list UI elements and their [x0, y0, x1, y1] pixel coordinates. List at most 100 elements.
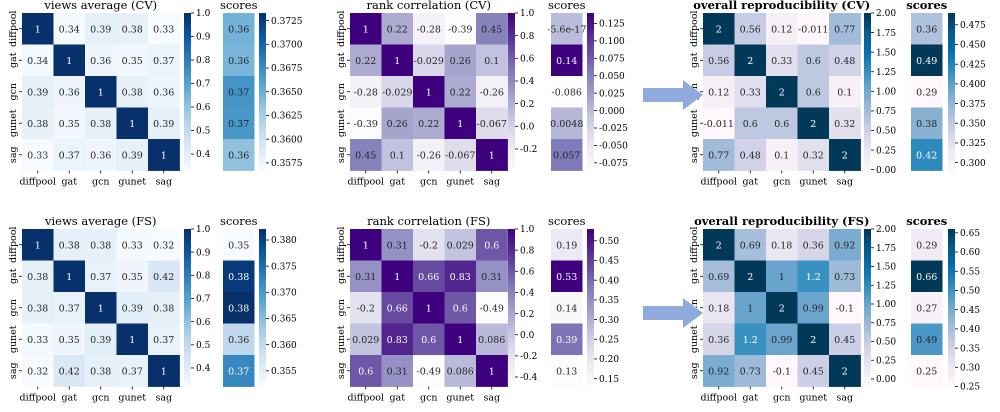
cv-overall-cell-label: 0.6 — [774, 119, 789, 130]
cv-rank-cell — [350, 13, 382, 45]
fs-rank-scores-title: scores — [548, 214, 586, 228]
cv-rank-cell — [381, 107, 414, 140]
cv-views-x-tick-label: gat — [61, 177, 77, 188]
fs-rank-score-label: 0.14 — [556, 303, 577, 314]
cv-overall-title: overall reproducibility (CV) — [693, 0, 870, 12]
fs-rank-cell — [413, 229, 445, 261]
fs-overall-cell-label: 0.92 — [834, 240, 855, 251]
cv-rank-score-cell — [551, 139, 583, 171]
cv-views-x-tick-label: gcn — [92, 177, 110, 188]
fs-views-cell-label: 0.38 — [153, 303, 174, 314]
cv-views-cell-label: 1 — [161, 150, 167, 161]
cv-views-cell — [53, 13, 86, 45]
cv-overall-score-cell — [911, 107, 943, 140]
fs-views-cell-label: 0.38 — [90, 366, 111, 377]
cv-overall-cell-label: -0.011 — [798, 24, 828, 35]
cv-views-score-label: 0.36 — [228, 150, 249, 161]
fs-overall-colorbar-tick-label: 0.25 — [876, 356, 896, 366]
cv-overall-score-label: 0.42 — [916, 150, 937, 161]
cv-rank-cell-label: 1 — [457, 119, 463, 130]
fs-views-score-label: 0.38 — [228, 272, 249, 283]
fs-views-cell — [116, 260, 149, 293]
cv-rank-colorbar-tick-label: 0.6 — [520, 55, 535, 65]
cv-views-cell-label: 1 — [35, 24, 41, 35]
fs-views-colorbar-tick-label: 0.7 — [196, 295, 211, 305]
cv-overall-cell-label: 0.77 — [834, 24, 855, 35]
cv-rank-cell — [381, 139, 414, 171]
cv-overall-colorbar-tick-label: 2.00 — [876, 9, 896, 19]
fs-views-cell-label: 1 — [66, 272, 72, 283]
cv-views-cell — [148, 139, 180, 171]
fs-views-y-tick-label: gunet — [8, 325, 19, 353]
fs-views-cell — [53, 260, 86, 293]
fs-overall-x-tick-label: gunet — [799, 393, 827, 404]
fs-rank-colorbar-tick-label: 0.6 — [520, 267, 535, 277]
cv-views-scores-colorbar-tick-label: 0.3650 — [271, 88, 303, 98]
cv-overall-cell-label: 0.48 — [834, 56, 855, 67]
cv-rank-scores-colorbar-tick-label: 0.075 — [599, 54, 625, 64]
cv-views-cell-label: 0.33 — [153, 24, 174, 35]
cv-rank-colorbar — [508, 13, 515, 171]
cv-overall-cell — [703, 76, 735, 108]
cv-views-cell-label: 0.38 — [122, 24, 143, 35]
cv-views-cell-label: 0.39 — [122, 150, 143, 161]
fs-rank-x-tick-label: gat — [389, 393, 405, 404]
cv-views-score-label: 0.37 — [228, 119, 249, 130]
fs-rank-cell — [381, 260, 414, 293]
cv-views-cell — [85, 107, 117, 140]
fs-rank-cell-label: 0.6 — [453, 303, 468, 314]
cv-rank-y-tick-label: sag — [336, 146, 347, 163]
cv-rank-score-label: 0.14 — [556, 56, 577, 67]
cv-views-cell — [116, 44, 149, 77]
cv-views-y-tick-label: gcn — [8, 83, 19, 101]
cv-views-colorbar-tick-label: 0.5 — [196, 127, 211, 137]
fs-overall-score-label: 0.66 — [916, 272, 937, 283]
cv-overall-cell-label: 2 — [716, 24, 722, 35]
fs-views-cell — [85, 260, 117, 293]
cv-overall-cell — [766, 107, 798, 140]
cv-overall-colorbar-tick-label: 1.50 — [876, 48, 896, 58]
cv-rank-cell-label: 0.1 — [390, 150, 405, 161]
fs-overall-cell-label: 1.2 — [743, 335, 758, 346]
fs-views-x-tick-label: diffpool — [20, 393, 56, 404]
cv-rank-y-tick-label: gcn — [336, 83, 347, 101]
fs-views-cell-label: 0.33 — [122, 240, 143, 251]
cv-views-scores-colorbar-tick-label: 0.3575 — [271, 159, 303, 169]
cv-views-cell-label: 0.39 — [153, 119, 174, 130]
fs-overall-score-label: 0.49 — [916, 335, 937, 346]
fs-overall-colorbar-tick-label: 1.75 — [876, 244, 896, 254]
cv-views-y-tick-label: gunet — [8, 109, 19, 137]
fs-rank-cell-label: 0.6 — [358, 366, 373, 377]
fs-rank-x-tick-label: sag — [483, 393, 500, 404]
cv-overall-cell — [829, 13, 861, 45]
cv-overall-cell-label: 0.6 — [806, 87, 821, 98]
fs-overall-colorbar-tick-label: 0.00 — [876, 375, 896, 385]
cv-rank-cell — [444, 44, 477, 77]
fs-overall-scores-colorbar-tick-label: 0.65 — [960, 229, 980, 239]
cv-rank-scores-colorbar-tick-label: 0.050 — [599, 72, 625, 82]
cv-views-cell-label: 1 — [98, 87, 104, 98]
fs-views-cell — [148, 229, 180, 261]
cv-overall-cell-label: -0.011 — [704, 119, 734, 130]
fs-views-scores-colorbar-tick-label: 0.380 — [271, 236, 297, 246]
cv-rank-cell — [381, 76, 414, 108]
cv-views-colorbar-tick-label: 0.7 — [196, 80, 211, 90]
cv-overall-scores-colorbar-tick-label: 0.375 — [960, 100, 986, 110]
fs-views-colorbar — [184, 229, 191, 387]
cv-rank-cell — [350, 139, 382, 171]
fs-overall-x-tick-label: sag — [836, 393, 853, 404]
cv-rank-cell-label: -0.28 — [417, 24, 441, 35]
cv-overall-cell-label: 0.12 — [708, 87, 729, 98]
cv-views-cell-label: 0.36 — [90, 56, 111, 67]
fs-overall-cell-label: 0.45 — [834, 335, 855, 346]
cv-views-cell-label: 0.36 — [90, 150, 111, 161]
cv-views-score-cell — [223, 44, 255, 77]
fs-rank-cell-label: -0.49 — [480, 303, 504, 314]
fs-views-scores-title: scores — [220, 214, 258, 228]
fs-rank-cell — [381, 229, 414, 261]
cv-overall-y-tick-label: diffpool — [689, 11, 700, 47]
cv-views-cell-label: 0.36 — [59, 87, 80, 98]
fs-overall-x-tick-label: gcn — [773, 393, 791, 404]
cv-views-cell — [85, 76, 117, 108]
cv-rank-cell-label: 0.22 — [450, 87, 471, 98]
